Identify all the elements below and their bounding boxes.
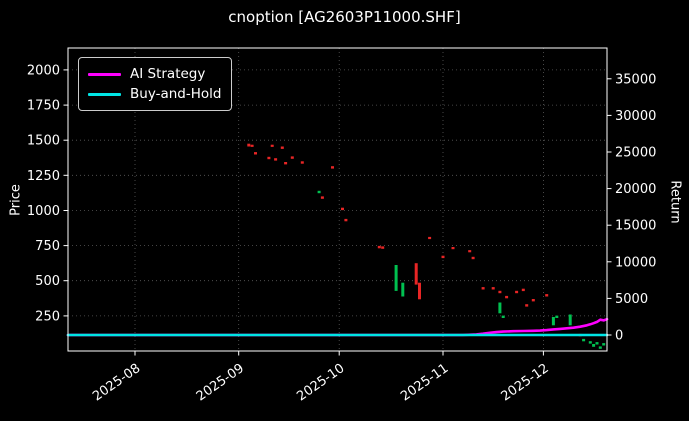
candle	[545, 294, 549, 297]
candle	[414, 263, 418, 285]
date-tick-label: 2025-12	[499, 361, 552, 404]
date-tick-label: 2025-09	[194, 361, 247, 404]
candle	[555, 315, 559, 318]
candle	[441, 255, 445, 259]
candle	[341, 207, 344, 211]
return-tick-label: 5000	[615, 292, 648, 307]
candle	[280, 146, 284, 149]
candle	[394, 265, 398, 291]
candle	[250, 144, 254, 147]
return-axis-label: Return	[667, 180, 683, 224]
candle	[290, 156, 294, 159]
price-tick-label: 1750	[27, 99, 60, 114]
candle	[568, 314, 572, 326]
price-tick-label: 1000	[27, 204, 60, 219]
candle	[401, 282, 405, 297]
price-tick-label: 750	[35, 239, 60, 254]
candle	[274, 158, 278, 161]
return-tick-label: 0	[615, 329, 623, 344]
candle	[595, 342, 599, 345]
candle	[317, 190, 321, 194]
legend-item-ai-strategy: AI Strategy	[88, 64, 221, 84]
candle	[471, 256, 475, 260]
candle	[531, 299, 535, 302]
candle	[598, 346, 602, 349]
legend-item-buy-and-hold: Buy-and-Hold	[88, 84, 221, 104]
candle	[481, 287, 485, 290]
date-tick-label: 2025-11	[398, 361, 451, 404]
price-axis-label: Price	[8, 184, 24, 216]
plot-border	[67, 47, 608, 352]
candle	[344, 218, 348, 222]
return-tick-label: 25000	[615, 146, 656, 161]
candle	[491, 287, 495, 290]
candle	[377, 245, 381, 249]
candle	[592, 344, 596, 347]
candle	[270, 144, 274, 147]
candle	[498, 302, 502, 314]
price-tick-label: 500	[35, 274, 60, 289]
price-tick-label: 2000	[27, 63, 60, 78]
candle	[284, 162, 288, 165]
candle	[254, 152, 257, 155]
candle	[521, 288, 525, 292]
return-tick-label: 20000	[615, 182, 656, 197]
candle	[602, 343, 606, 346]
candle	[551, 317, 555, 326]
candle	[247, 143, 251, 147]
candle	[381, 246, 385, 249]
candle	[451, 247, 455, 250]
price-tick-label: 1250	[27, 169, 60, 184]
legend-label-ai-strategy: AI Strategy	[130, 66, 206, 82]
candle	[501, 315, 505, 318]
candle	[418, 282, 421, 300]
buy-and-hold-line-swatch	[88, 92, 121, 96]
candle	[525, 304, 529, 307]
return-tick-label: 15000	[615, 219, 656, 234]
ai-strategy-line	[66, 317, 609, 337]
return-tick-label: 30000	[615, 109, 656, 124]
ai-strategy-line-swatch	[88, 72, 121, 76]
chart-title: cnoption [AG2603P11000.SHF]	[228, 8, 461, 26]
candle	[267, 156, 271, 160]
legend: AI Strategy Buy-and-Hold	[78, 57, 233, 111]
candle	[498, 290, 502, 294]
candle	[468, 250, 472, 253]
candle	[515, 290, 519, 294]
date-tick-label: 2025-10	[294, 361, 347, 404]
price-tick-label: 250	[35, 309, 60, 324]
return-tick-label: 10000	[615, 255, 656, 270]
candle	[428, 236, 432, 240]
candle	[320, 196, 324, 199]
candle	[505, 295, 509, 299]
candle	[331, 166, 334, 169]
candle	[582, 338, 586, 342]
return-tick-label: 35000	[615, 72, 656, 87]
price-tick-label: 1500	[27, 134, 60, 149]
date-tick-label: 2025-08	[90, 361, 143, 404]
legend-label-buy-and-hold: Buy-and-Hold	[130, 86, 222, 102]
candle	[588, 341, 592, 344]
candle	[300, 161, 304, 164]
